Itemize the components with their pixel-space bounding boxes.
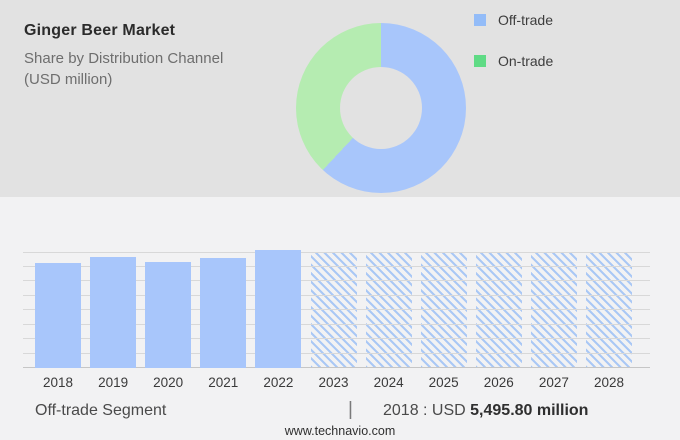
gridline — [23, 280, 650, 282]
gridline — [23, 323, 650, 325]
gridline — [23, 338, 650, 340]
value-prefix: 2018 : USD — [383, 402, 471, 419]
website-url: www.technavio.com — [284, 424, 396, 438]
bar-2027-forecast — [530, 252, 577, 368]
bar-2025-forecast — [420, 252, 467, 368]
segment-value: 2018 : USD 5,495.80 million — [383, 402, 588, 420]
legend-label: On-trade — [498, 53, 554, 69]
subtitle-line2: (USD million) — [24, 71, 113, 88]
x-tick-label-2024: 2024 — [373, 375, 404, 390]
x-tick-label-2023: 2023 — [318, 375, 349, 390]
bar-2028-forecast — [586, 252, 632, 368]
bar-2022 — [255, 250, 302, 368]
legend-swatch-icon — [474, 14, 486, 26]
chart-legend: Off-trade On-trade — [474, 10, 553, 92]
bar-2026-forecast — [475, 252, 522, 368]
value-amount: 5,495.80 million — [470, 402, 589, 419]
donut-chart — [296, 23, 466, 193]
gridline — [23, 309, 650, 311]
bar-2021 — [200, 258, 247, 368]
x-axis — [23, 367, 650, 368]
x-tick-label-2028: 2028 — [593, 375, 625, 390]
footer-separator: | — [348, 399, 353, 420]
x-tick-label-2021: 2021 — [208, 375, 239, 390]
legend-label: Off-trade — [498, 12, 553, 28]
bar-2020 — [145, 262, 192, 368]
x-tick-label-2019: 2019 — [98, 375, 129, 390]
legend-item-on-trade: On-trade — [474, 51, 553, 71]
x-tick-label-2027: 2027 — [538, 375, 569, 390]
x-tick-label-2022: 2022 — [263, 375, 294, 390]
x-tick-label-2020: 2020 — [153, 375, 184, 390]
bar-2019 — [90, 257, 137, 368]
gridline — [23, 352, 650, 354]
page-title: Ginger Beer Market — [24, 22, 176, 39]
subtitle-line1: Share by Distribution Channel — [24, 50, 224, 67]
legend-swatch-icon — [474, 55, 486, 67]
title-block: Ginger Beer Market Share by Distribution… — [24, 22, 274, 90]
bar-2018 — [35, 263, 81, 368]
gridline — [23, 265, 650, 267]
header-panel: Ginger Beer Market Share by Distribution… — [0, 0, 680, 197]
page-subtitle: Share by Distribution Channel (USD milli… — [24, 48, 274, 90]
bar-2024-forecast — [365, 252, 412, 368]
x-tick-label-2026: 2026 — [483, 375, 514, 390]
donut-hole — [340, 67, 422, 149]
gridline — [23, 251, 650, 253]
x-tick-label-2018: 2018 — [42, 375, 74, 390]
bar-2023-forecast — [310, 252, 357, 368]
bar-chart: 2018 2019 2020 2021 2022 2023 2024 2025 2026 2027… — [23, 240, 650, 390]
segment-label: Off-trade Segment — [35, 402, 167, 419]
x-tick-label-2025: 2025 — [428, 375, 459, 390]
gridline — [23, 294, 650, 296]
legend-item-off-trade: Off-trade — [474, 10, 553, 30]
